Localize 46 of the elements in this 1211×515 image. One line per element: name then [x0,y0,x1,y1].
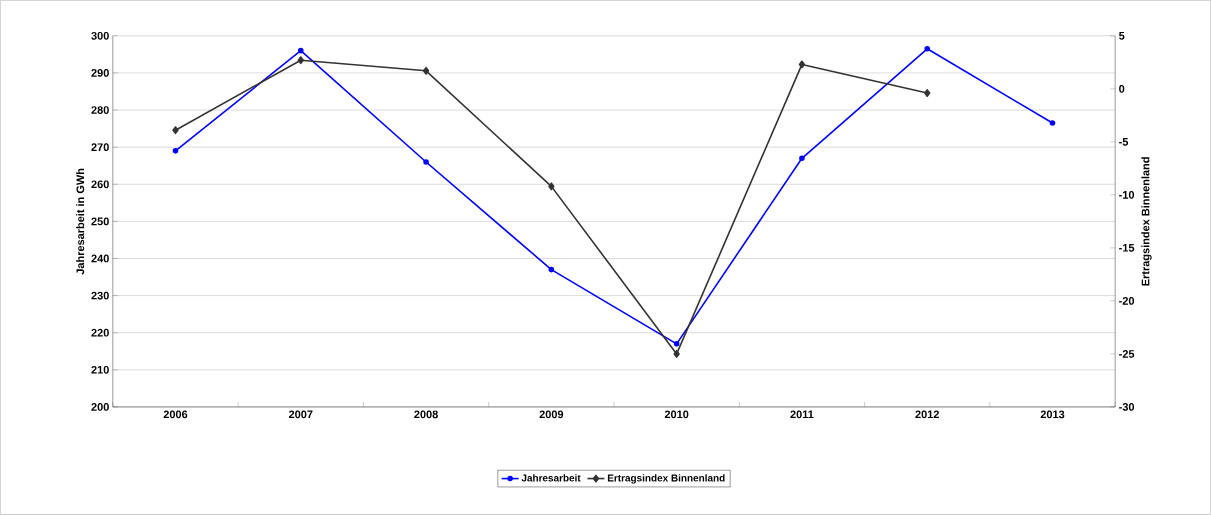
x-tick-label: 2009 [539,410,564,419]
y-tick-label: 200 [91,403,109,411]
point [924,89,931,98]
x-tick-label: 2012 [915,410,939,419]
point [297,56,304,65]
y-tick-label: 210 [91,366,109,374]
y2-tick-label: -20 [1119,297,1135,305]
point [1049,120,1056,126]
point [673,341,680,347]
legend-label: Jahresarbeit [521,474,581,482]
y2-axis-title: Ertragsindex Binnenland [1141,157,1152,286]
y-tick-label: 290 [91,69,109,77]
y2-tick-label: -10 [1119,191,1135,199]
point [548,266,555,273]
legend-label: Ertragsindex Binnenland [607,474,725,484]
y-tick-label: 270 [91,143,109,152]
x-tick-label: 2013 [1040,410,1065,419]
y-tick-label: 220 [91,328,109,337]
point [422,66,430,75]
point [799,155,805,162]
y2-tick-label: -25 [1119,350,1135,358]
point [172,148,179,154]
point [798,60,806,69]
x-tick-label: 2010 [664,410,689,419]
y2-tick-label: 0 [1119,85,1125,93]
y2-tick-label: -30 [1119,403,1135,411]
y-tick-label: 260 [91,180,109,189]
y2-tick-label: -15 [1119,244,1135,252]
point [172,126,179,135]
point [548,182,555,191]
x-tick-label: 2011 [790,410,814,419]
y-tick-label: 280 [91,106,109,115]
point [673,350,680,359]
x-tick-label: 2006 [163,410,188,419]
y-tick-label: 300 [91,32,109,40]
y-tick-label: 230 [91,291,109,300]
y2-tick-label: 5 [1119,32,1125,40]
y2-tick-label: -5 [1119,138,1129,146]
y-axis-title: Jahresarbeit in GWh [76,168,85,275]
point [924,46,931,52]
x-tick-label: 2008 [414,410,438,419]
y-tick-label: 250 [91,217,109,226]
point [423,159,429,165]
y-tick-label: 240 [91,254,109,263]
point [297,47,304,54]
x-tick-label: 2007 [288,410,313,419]
